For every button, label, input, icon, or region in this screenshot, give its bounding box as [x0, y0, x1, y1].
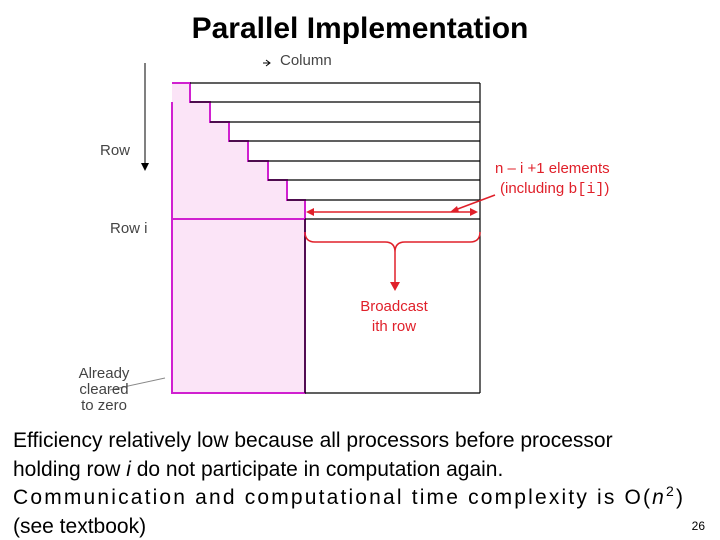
- body-line: (see textbook): [13, 515, 146, 538]
- elements-label: (including b[i]): [500, 180, 609, 198]
- broadcast-label: ith row: [372, 318, 416, 335]
- body-line: Communication and computational time com…: [13, 483, 683, 509]
- broadcast-label: Broadcast: [360, 298, 428, 315]
- body-line: holding row i do not participate in comp…: [13, 458, 503, 481]
- cleared-label: Already: [79, 365, 130, 382]
- cleared-label: cleared: [79, 381, 128, 398]
- row-i-label: Row i: [110, 220, 148, 237]
- matrix-diagram: [109, 59, 496, 394]
- page-number: 26: [692, 519, 706, 533]
- row-label: Row: [100, 142, 130, 159]
- elements-label: n – i +1 elements: [495, 160, 610, 177]
- column-label: Column: [280, 52, 332, 69]
- cleared-label: to zero: [81, 397, 127, 414]
- body-line: Efficiency relatively low because all pr…: [13, 429, 613, 452]
- slide-title: Parallel Implementation: [192, 12, 529, 45]
